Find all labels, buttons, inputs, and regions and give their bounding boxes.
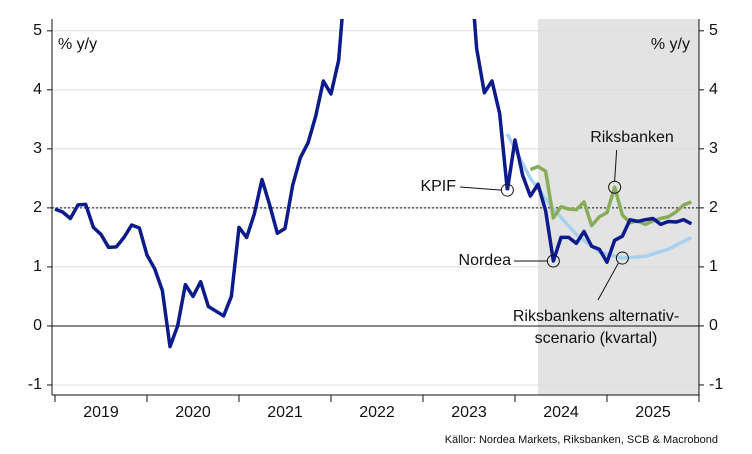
y-tick-label: 1 — [33, 258, 42, 275]
y2-tick-label: -1 — [709, 376, 723, 393]
series-annotation: Riksbankens alternativ- scenario (kvarta… — [512, 308, 680, 347]
callout-line — [614, 149, 618, 182]
x-tick-label: 2024 — [543, 404, 579, 421]
y-tick-label: 5 — [33, 22, 42, 39]
series-annotation: KPIF — [420, 178, 456, 195]
y-tick-label: 4 — [33, 81, 42, 98]
y-tick-label: 3 — [33, 140, 42, 157]
y-tick-label: 2 — [33, 199, 42, 216]
series-line — [529, 164, 692, 228]
series-line — [505, 138, 693, 264]
y2-tick-label: 3 — [709, 140, 718, 157]
x-tick-label: 2023 — [451, 404, 487, 421]
x-tick-label: 2025 — [635, 404, 671, 421]
y2-tick-label: 5 — [709, 22, 718, 39]
y2-tick-label: 4 — [709, 81, 718, 98]
y2-tick-label: 0 — [709, 317, 718, 334]
source-note: Källor: Nordea Markets, Riksbanken, SCB … — [445, 434, 718, 446]
x-tick-label: 2020 — [175, 404, 211, 421]
x-tick-label: 2019 — [83, 404, 119, 421]
y-tick-label: -1 — [28, 376, 42, 393]
callout-marker — [615, 251, 629, 265]
callout-line — [459, 186, 502, 191]
series-annotation: Nordea — [459, 252, 512, 269]
y2-axis-label: % y/y — [651, 36, 690, 53]
x-tick-label: 2022 — [359, 404, 395, 421]
series-annotation: Riksbanken — [590, 129, 674, 146]
y-tick-label: 0 — [33, 317, 42, 334]
y-axis-label: % y/y — [58, 36, 97, 53]
y2-tick-label: 2 — [709, 199, 718, 216]
x-tick-label: 2021 — [267, 404, 303, 421]
callout-line — [597, 262, 619, 301]
y2-tick-label: 1 — [709, 258, 718, 275]
series-line — [54, 19, 510, 349]
